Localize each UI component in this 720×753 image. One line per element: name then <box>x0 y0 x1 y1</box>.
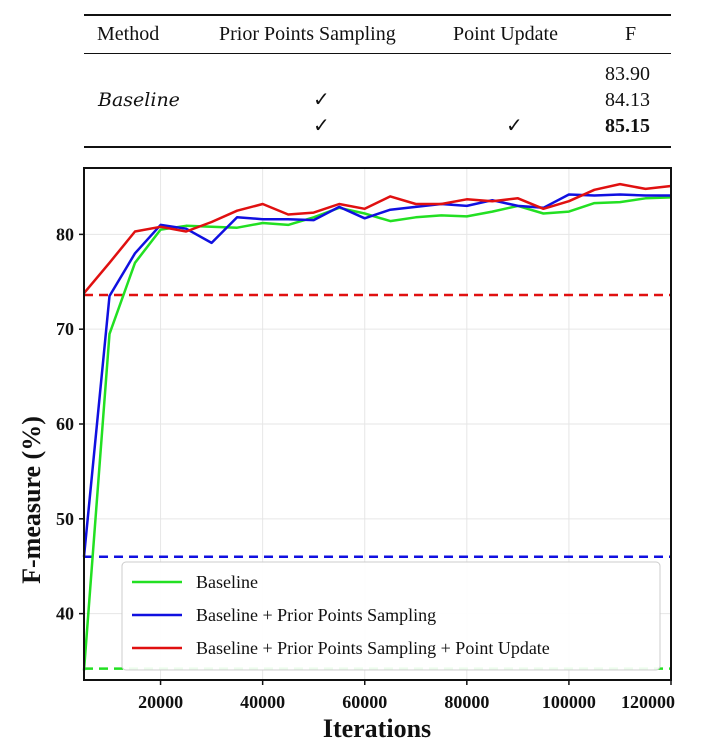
x-tick-label: 80000 <box>444 692 489 712</box>
table-bottom-rule <box>84 146 671 148</box>
y-tick-label: 70 <box>56 319 74 339</box>
x-tick-label: 100000 <box>542 692 596 712</box>
header-point-update: Point Update <box>453 23 558 45</box>
y-axis-ticks: 40 50 60 70 80 <box>56 224 84 624</box>
series-line <box>82 193 671 557</box>
series-line <box>82 196 672 671</box>
header-method: Method <box>97 23 160 45</box>
row2-f: 84.13 <box>605 89 650 111</box>
table-mid-rule <box>84 53 671 54</box>
row1-f: 83.90 <box>605 63 650 85</box>
header-prior-points-sampling: Prior Points Sampling <box>219 23 396 45</box>
results-table: Method Prior Points Sampling Point Updat… <box>0 0 720 160</box>
row3-update-check: ✓ <box>506 115 523 137</box>
legend-label: Baseline <box>196 572 258 592</box>
row3-f: 85.15 <box>605 115 650 137</box>
header-f: F <box>625 23 637 45</box>
x-tick-label: 40000 <box>240 692 285 712</box>
y-tick-label: 50 <box>56 509 74 529</box>
x-tick-label: 120000 <box>621 692 675 712</box>
f-measure-chart: 20000 40000 60000 80000 100000 120000 40 50 60 7… <box>17 167 675 743</box>
series-lines <box>82 182 672 671</box>
x-tick-label: 60000 <box>342 692 387 712</box>
legend-label: Baseline + Prior Points Sampling <box>196 605 436 625</box>
legend-box <box>121 561 661 671</box>
y-axis-label: F-measure (%) <box>17 416 46 584</box>
x-axis-ticks: 20000 40000 60000 80000 100000 120000 <box>138 680 675 712</box>
table-top-rule <box>84 14 671 16</box>
row2-method: Baseline <box>98 89 180 111</box>
y-tick-label: 60 <box>56 414 74 434</box>
x-axis-label: Iterations <box>323 714 431 743</box>
row3-prior-check: ✓ <box>313 115 330 137</box>
legend: Baseline Baseline + Prior Points Sampling… <box>121 561 661 671</box>
legend-label: Baseline + Prior Points Sampling + Point… <box>196 638 550 658</box>
y-tick-label: 40 <box>56 604 74 624</box>
y-tick-label: 80 <box>56 224 74 244</box>
row2-prior-check: ✓ <box>313 89 330 111</box>
series-line <box>83 182 672 295</box>
x-tick-label: 20000 <box>138 692 183 712</box>
